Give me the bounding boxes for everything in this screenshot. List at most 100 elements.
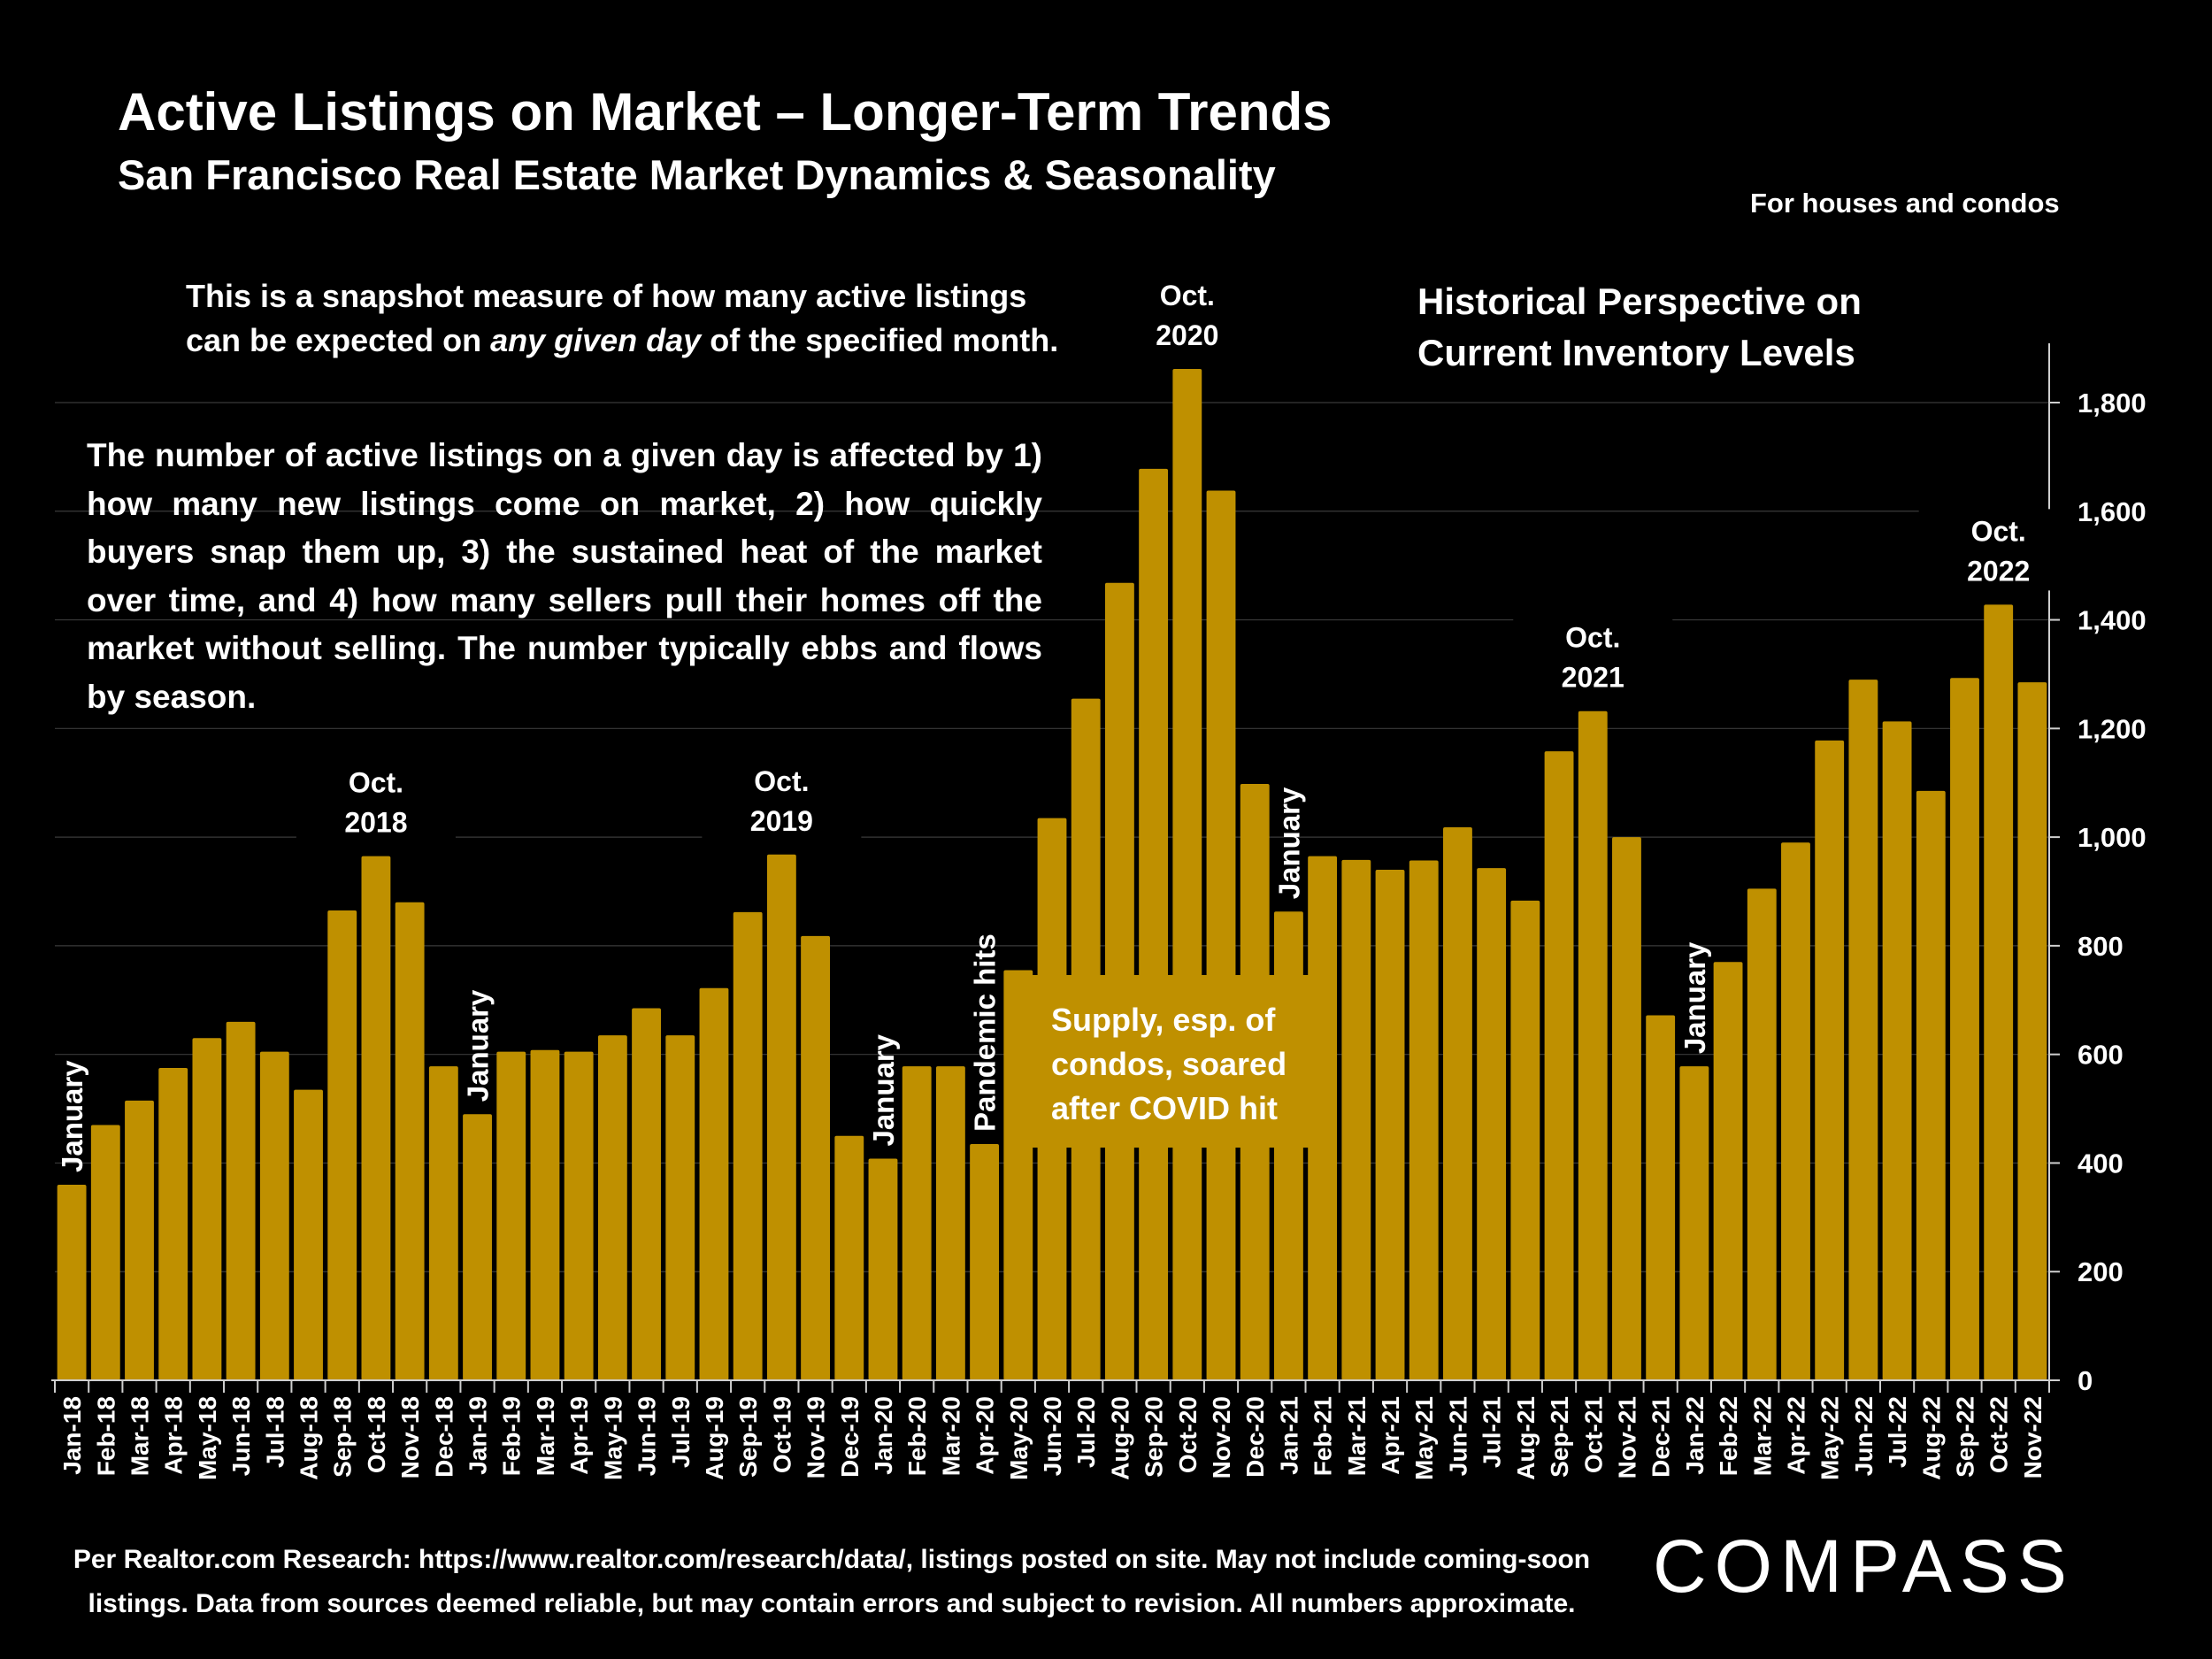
- compass-logo: COMPASS: [1653, 1525, 2075, 1608]
- x-tick-label: Mar-18: [127, 1396, 154, 1476]
- y-tick-label: 1,600: [2078, 496, 2147, 527]
- source-footnote: Per Realtor.com Research: https://www.re…: [35, 1538, 1628, 1626]
- x-tick-label: Aug-21: [1512, 1396, 1540, 1480]
- x-tick-label: May-21: [1410, 1396, 1438, 1480]
- bar: [902, 1066, 932, 1380]
- x-tick-label: Mar-20: [937, 1396, 964, 1476]
- bar: [564, 1051, 594, 1380]
- x-tick-label: Jul-20: [1072, 1396, 1100, 1468]
- y-tick-label: 1,000: [2078, 822, 2147, 853]
- y-tick-label: 400: [2078, 1148, 2124, 1179]
- y-tick-label: 0: [2078, 1365, 2093, 1396]
- x-tick-label: Feb-20: [903, 1396, 931, 1476]
- historical-heading-line2: Current Inventory Levels: [1417, 332, 1855, 373]
- bar: [1578, 710, 1608, 1380]
- bar: [1477, 868, 1507, 1380]
- x-tick-label: Apr-20: [972, 1396, 999, 1475]
- bar: [1950, 678, 1979, 1380]
- bar: [1781, 842, 1810, 1380]
- x-tick-label: Jun-19: [634, 1396, 661, 1476]
- bar: [1882, 721, 1912, 1380]
- x-tick-label: Mar-22: [1748, 1396, 1776, 1476]
- bar: [327, 910, 357, 1380]
- annotation-backing: [1918, 509, 2078, 591]
- bar: [1679, 1066, 1709, 1380]
- bar: [1612, 837, 1641, 1380]
- bar: [1375, 869, 1405, 1380]
- x-tick-label: Apr-21: [1377, 1396, 1404, 1475]
- footnote-line1: Per Realtor.com Research: https://www.re…: [73, 1545, 1591, 1574]
- bar: [530, 1049, 560, 1380]
- x-tick-label: Jan-22: [1681, 1396, 1709, 1475]
- x-tick-label: Oct-21: [1579, 1396, 1607, 1473]
- x-tick-label: Sep-22: [1951, 1396, 1978, 1478]
- x-tick-label: Apr-19: [565, 1396, 593, 1475]
- x-tick-label: Oct-22: [1985, 1396, 2013, 1473]
- bar: [158, 1068, 188, 1380]
- x-tick-label: Feb-18: [92, 1396, 119, 1476]
- bar: [463, 1114, 492, 1380]
- bar: [1747, 888, 1777, 1380]
- x-tick-label: Nov-19: [803, 1396, 830, 1479]
- x-tick-label: Jun-21: [1444, 1396, 1471, 1476]
- x-tick-label: Jan-19: [465, 1396, 492, 1475]
- snapshot-note-text: can be expected on: [186, 322, 491, 358]
- bar: [496, 1051, 526, 1380]
- x-tick-label: Nov-18: [396, 1396, 424, 1479]
- footnote-line2: listings. Data from sources deemed relia…: [88, 1589, 1576, 1618]
- bar: [1341, 859, 1371, 1380]
- bar: [834, 1135, 864, 1380]
- y-tick-label: 1,400: [2078, 605, 2147, 636]
- bar-annotation: 2019: [750, 805, 813, 837]
- bar: [192, 1038, 222, 1380]
- bar-annotation: Oct.: [1971, 515, 2026, 547]
- y-tick-labels: 0 200 400 600 800 1,000 1,200 1,400 1,600 1,800: [2078, 388, 2147, 1396]
- bar: [294, 1089, 323, 1380]
- x-tick-label: Apr-18: [160, 1396, 188, 1475]
- bar-annotation: Oct.: [1565, 622, 1620, 654]
- snapshot-note-line1: This is a snapshot measure of how many a…: [186, 278, 1027, 314]
- bar: [259, 1051, 289, 1380]
- chart-title: Active Listings on Market – Longer-Term …: [118, 82, 1333, 142]
- callout-line1: Supply, esp. of: [1051, 1002, 1276, 1038]
- x-tick-label: Dec-19: [836, 1396, 864, 1478]
- bar-annotation-vertical: January: [1678, 941, 1711, 1054]
- bar: [1984, 604, 2014, 1380]
- x-tick-label: Jun-18: [227, 1396, 255, 1476]
- x-tick-label: Mar-21: [1343, 1396, 1371, 1476]
- x-tick-label: Jul-22: [1884, 1396, 1911, 1468]
- x-tick-label: May-22: [1816, 1396, 1844, 1480]
- x-tick-label: May-20: [1005, 1396, 1033, 1480]
- x-tick-label: Jan-20: [870, 1396, 897, 1475]
- bar: [1443, 827, 1472, 1380]
- x-tick-label: Jul-21: [1479, 1396, 1506, 1468]
- bar-annotation-vertical: Pandemic hits: [969, 933, 1002, 1132]
- x-tick-label: Aug-22: [1917, 1396, 1945, 1480]
- snapshot-note-line2: can be expected on any given day of the …: [186, 319, 1058, 363]
- bar-annotations: January Oct. 2018 January Oct. 2019 January Pan…: [56, 273, 2078, 1172]
- bar: [1713, 962, 1743, 1380]
- y-tick-label: 1,800: [2078, 388, 2147, 419]
- annotation-backing: [702, 758, 862, 841]
- annotation-backing: [296, 760, 456, 842]
- bar: [395, 902, 425, 1380]
- x-tick-label: Dec-18: [430, 1396, 457, 1478]
- bar: [1544, 751, 1574, 1380]
- bar-annotation: Oct.: [1160, 280, 1215, 311]
- y-tick-label: 600: [2078, 1040, 2124, 1071]
- bar: [632, 1008, 661, 1380]
- bar: [935, 1066, 965, 1380]
- bar-annotation-vertical: January: [462, 989, 495, 1102]
- bar: [766, 854, 796, 1380]
- x-tick-label: Sep-18: [329, 1396, 357, 1478]
- covid-callout-box: Supply, esp. of condos, soared after COV…: [1026, 975, 1321, 1148]
- historical-perspective-heading: Historical Perspective on Current Invent…: [1417, 276, 1862, 379]
- scope-note: For houses and condos: [1750, 188, 2060, 219]
- bar: [2017, 682, 2047, 1380]
- explanation-paragraph: The number of active listings on a given…: [87, 437, 1042, 715]
- x-tick-labels: Jan-18 Feb-18 Mar-18 Apr-18 May-18 Jun-18 Jul-…: [58, 1396, 2047, 1480]
- snapshot-note: This is a snapshot measure of how many a…: [186, 274, 1058, 363]
- bar: [226, 1021, 256, 1380]
- x-tick-label: Nov-22: [2019, 1396, 2047, 1479]
- snapshot-note-emphasis: any given day: [490, 322, 702, 358]
